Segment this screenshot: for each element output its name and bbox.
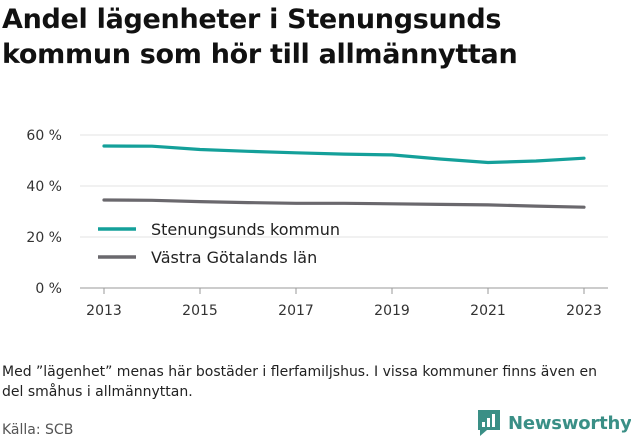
x-tick-label: 2023	[566, 303, 602, 319]
x-tick-label: 2013	[86, 303, 122, 319]
y-tick-label: 20 %	[26, 230, 62, 246]
series-line-2	[102, 198, 586, 209]
legend: Stenungsunds kommun Västra Götalands län	[98, 220, 340, 267]
line-chart: 0 % 20 % 40 % 60 % 2013 2015 2017 2019 2021 2023…	[26, 128, 608, 319]
chart-title: Andel lägenheter i Stenungsunds kommun s…	[2, 4, 518, 70]
gridlines	[80, 134, 608, 289]
x-tick-label: 2017	[278, 303, 314, 319]
x-tick-label: 2021	[470, 303, 506, 319]
x-tick-label: 2019	[374, 303, 410, 319]
x-axis-tick-marks	[103, 288, 585, 294]
y-tick-label: 0 %	[35, 281, 62, 297]
y-axis-tick-labels: 0 % 20 % 40 % 60 %	[26, 128, 62, 297]
source-label: Källa: SCB	[2, 422, 74, 438]
x-tick-label: 2015	[182, 303, 218, 319]
y-tick-label: 40 %	[26, 179, 62, 195]
footnote: Med ”lägenhet” menas här bostäder i fler…	[2, 364, 597, 400]
newsworthy-logo: Newsworthy	[476, 408, 631, 438]
y-tick-label: 60 %	[26, 128, 62, 144]
series-lines	[102, 144, 586, 209]
x-axis-tick-labels: 2013 2015 2017 2019 2021 2023	[86, 303, 602, 319]
series-line-1	[102, 144, 586, 165]
legend-label-2: Västra Götalands län	[151, 248, 317, 267]
legend-label-1: Stenungsunds kommun	[151, 220, 340, 239]
logo-text: Newsworthy	[508, 412, 631, 434]
newsworthy-chat-chart-icon	[478, 410, 500, 436]
